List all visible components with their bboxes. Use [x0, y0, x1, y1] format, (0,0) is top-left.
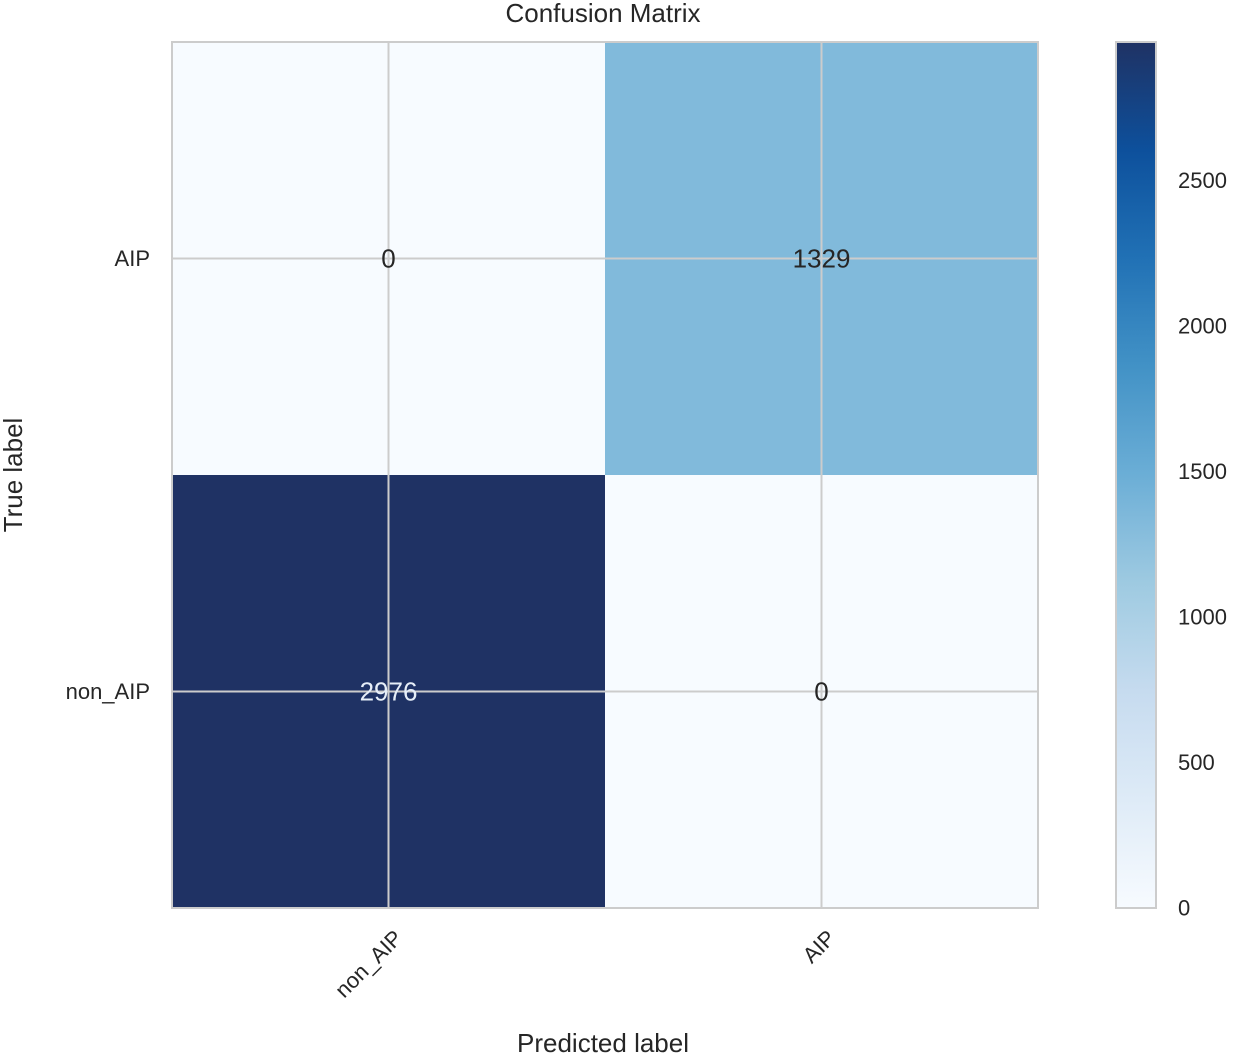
colorbar-tick-label-0: 0: [1178, 896, 1190, 921]
cell-value-r1-c0: 2976: [360, 677, 418, 707]
x-tick-label-0: non_AIP: [330, 925, 407, 1002]
cell-value-r0-c0: 0: [381, 244, 395, 274]
colorbar-tick-label-1: 500: [1178, 750, 1215, 775]
colorbar-gradient: [1115, 41, 1157, 909]
x-tick-labels: non_AIP AIP: [330, 925, 840, 1002]
matrix-cells: [172, 42, 1038, 908]
chart-title: Confusion Matrix: [505, 0, 700, 28]
y-tick-label-1: non_AIP: [66, 679, 150, 704]
y-tick-labels: AIP non_AIP: [66, 246, 150, 704]
y-tick-label-0: AIP: [115, 246, 150, 271]
x-axis-label: Predicted label: [517, 1028, 689, 1057]
colorbar-tick-label-4: 2000: [1178, 314, 1227, 339]
matrix-grid: [172, 42, 1038, 908]
cell-value-r0-c1: 1329: [793, 244, 851, 274]
matrix-border: [171, 41, 1039, 909]
colorbar-tick-label-3: 1500: [1178, 459, 1227, 484]
colorbar-tick-label-2: 1000: [1178, 605, 1227, 630]
matrix-cell-labels: 0 1329 2976 0: [360, 244, 851, 707]
colorbar-tick-label-5: 2500: [1178, 168, 1227, 193]
colorbar: 0 500 1000 1500 2000 2500: [1115, 41, 1227, 921]
cell-value-r1-c1: 0: [814, 677, 828, 707]
x-tick-label-1: AIP: [798, 925, 841, 968]
y-axis-label: True label: [0, 418, 28, 533]
